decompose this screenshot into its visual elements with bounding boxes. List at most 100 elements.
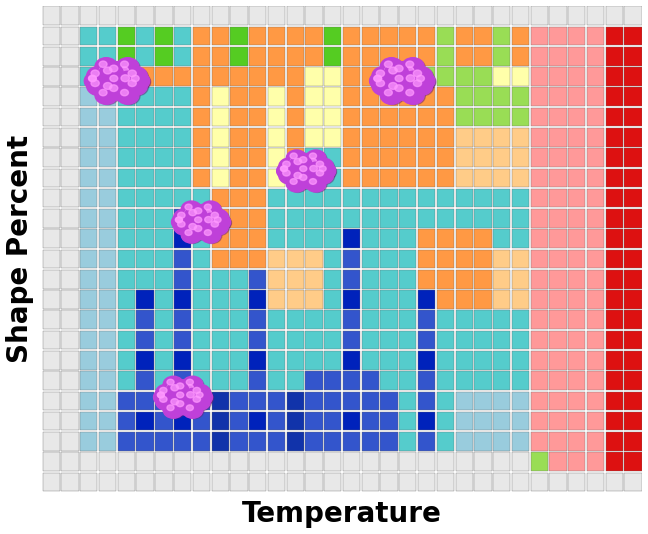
Bar: [211, 412, 229, 430]
Bar: [343, 108, 360, 127]
Bar: [474, 391, 492, 410]
Circle shape: [391, 81, 414, 100]
Bar: [80, 270, 97, 288]
Bar: [118, 351, 135, 370]
Bar: [343, 6, 360, 25]
Circle shape: [308, 163, 329, 180]
Bar: [118, 270, 135, 288]
Circle shape: [214, 217, 221, 223]
Bar: [456, 27, 473, 45]
Bar: [380, 169, 398, 187]
Bar: [192, 249, 210, 268]
Bar: [211, 310, 229, 329]
Bar: [230, 412, 248, 430]
Bar: [99, 230, 116, 248]
Bar: [380, 67, 398, 86]
Bar: [587, 432, 604, 451]
Bar: [380, 331, 398, 349]
Circle shape: [387, 81, 410, 99]
Bar: [625, 88, 642, 106]
Bar: [587, 6, 604, 25]
Bar: [343, 473, 360, 491]
Bar: [230, 391, 248, 410]
Circle shape: [98, 82, 118, 99]
Bar: [43, 249, 60, 268]
Circle shape: [164, 382, 183, 397]
Circle shape: [185, 398, 203, 413]
Bar: [512, 249, 529, 268]
Circle shape: [95, 81, 117, 98]
Bar: [587, 108, 604, 127]
Bar: [211, 27, 229, 45]
Bar: [62, 148, 78, 167]
Circle shape: [370, 72, 391, 90]
Circle shape: [306, 171, 325, 186]
Bar: [156, 249, 172, 268]
Bar: [399, 270, 417, 288]
Bar: [268, 148, 285, 167]
Bar: [43, 67, 60, 86]
Bar: [99, 249, 116, 268]
Bar: [606, 128, 623, 147]
Bar: [137, 331, 154, 349]
Bar: [211, 351, 229, 370]
Bar: [174, 27, 191, 45]
Bar: [362, 189, 379, 208]
Bar: [512, 371, 529, 390]
Bar: [286, 67, 304, 86]
Bar: [43, 169, 60, 187]
Bar: [62, 412, 78, 430]
Bar: [418, 108, 435, 127]
Bar: [493, 169, 511, 187]
Circle shape: [389, 83, 397, 89]
Circle shape: [183, 208, 202, 223]
Bar: [587, 371, 604, 390]
Circle shape: [89, 75, 97, 82]
Bar: [568, 189, 585, 208]
Bar: [437, 189, 454, 208]
Bar: [99, 351, 116, 370]
Circle shape: [158, 395, 178, 411]
Bar: [137, 391, 154, 410]
Bar: [587, 270, 604, 288]
Bar: [568, 169, 585, 187]
Circle shape: [396, 76, 403, 82]
Bar: [156, 452, 172, 471]
Bar: [324, 230, 341, 248]
Bar: [493, 452, 511, 471]
Bar: [230, 27, 248, 45]
Bar: [80, 148, 97, 167]
Bar: [606, 209, 623, 227]
Bar: [625, 249, 642, 268]
Bar: [118, 290, 135, 309]
Bar: [568, 270, 585, 288]
Bar: [418, 6, 435, 25]
Bar: [156, 189, 172, 208]
Circle shape: [298, 164, 318, 179]
Bar: [62, 371, 78, 390]
Bar: [249, 209, 266, 227]
Bar: [587, 310, 604, 329]
Bar: [43, 452, 60, 471]
Bar: [174, 270, 191, 288]
Circle shape: [391, 72, 413, 90]
Circle shape: [183, 382, 202, 397]
Bar: [456, 6, 473, 25]
Bar: [43, 230, 60, 248]
Circle shape: [95, 64, 117, 81]
Bar: [174, 189, 191, 208]
Circle shape: [183, 202, 203, 218]
Bar: [118, 189, 135, 208]
Circle shape: [294, 172, 301, 178]
Bar: [268, 331, 285, 349]
Bar: [211, 189, 229, 208]
Circle shape: [286, 150, 307, 167]
Bar: [456, 331, 473, 349]
Bar: [80, 371, 97, 390]
Bar: [192, 128, 210, 147]
Bar: [568, 351, 585, 370]
Circle shape: [167, 405, 174, 411]
Bar: [211, 67, 229, 86]
Circle shape: [204, 230, 211, 235]
Circle shape: [203, 208, 222, 223]
